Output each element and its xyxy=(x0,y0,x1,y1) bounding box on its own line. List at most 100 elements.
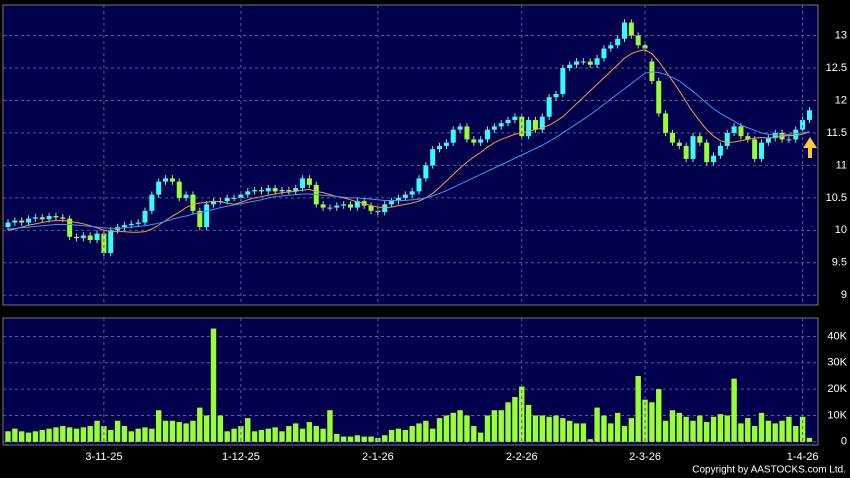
candle-body xyxy=(498,123,504,127)
volume-bar xyxy=(471,426,477,442)
y-tick-label: 13 xyxy=(835,29,847,41)
candle-body xyxy=(587,61,593,65)
volume-bar xyxy=(395,428,402,442)
candle-body xyxy=(464,126,470,140)
candle-body xyxy=(382,204,388,213)
volume-bar xyxy=(265,428,271,442)
volume-bar xyxy=(635,375,641,442)
candle-body xyxy=(491,126,497,130)
volume-bar xyxy=(340,436,347,442)
volume-panel xyxy=(2,317,819,446)
volume-bar xyxy=(279,431,285,442)
volume-bar xyxy=(662,420,669,442)
candle-body xyxy=(87,235,93,241)
volume-bar xyxy=(614,412,621,442)
volume-bar xyxy=(491,410,498,442)
y-tick-label: 10 xyxy=(835,224,847,236)
candle-body xyxy=(293,188,299,192)
volume-bar xyxy=(162,420,169,442)
candle-body xyxy=(163,178,169,182)
candle-body xyxy=(731,126,737,133)
candle-body xyxy=(786,139,792,141)
volume-bar xyxy=(786,416,792,442)
volume-bar xyxy=(621,426,628,442)
y-tick-label: 40K xyxy=(827,330,847,342)
volume-bar xyxy=(347,436,354,442)
volume-bar xyxy=(361,436,367,442)
candle-body xyxy=(272,188,278,192)
volume-bar xyxy=(286,426,292,442)
volume-bar xyxy=(601,415,607,442)
volume-bar xyxy=(656,389,662,442)
candle-body xyxy=(327,207,333,209)
volume-bar xyxy=(731,378,737,442)
candle-body xyxy=(197,210,203,228)
volume-bar xyxy=(443,415,450,442)
candle-body xyxy=(574,61,580,65)
candle-body xyxy=(580,61,586,63)
volume-bar xyxy=(190,420,196,442)
candle-body xyxy=(252,190,258,192)
candle-body xyxy=(39,217,45,220)
candle-body xyxy=(334,205,340,208)
candle-body xyxy=(526,119,532,137)
volume-bar xyxy=(354,435,361,442)
volume-bar xyxy=(210,328,217,442)
volume-bar xyxy=(32,431,39,442)
candle-body xyxy=(389,201,395,205)
x-tick-label: 2-1-26 xyxy=(362,451,394,463)
candle-body xyxy=(800,119,806,130)
y-tick-label: 10K xyxy=(827,409,847,421)
volume-bar xyxy=(560,418,566,442)
candle-body xyxy=(53,216,59,218)
candle-body xyxy=(224,197,230,202)
candle-body xyxy=(300,178,306,189)
candle-body xyxy=(108,230,114,254)
volume-bar xyxy=(710,416,717,442)
volume-bar xyxy=(765,420,772,442)
volume-bar xyxy=(799,416,806,442)
volume-bar xyxy=(87,426,93,442)
candle-body xyxy=(704,142,710,163)
candle-body xyxy=(204,204,210,228)
candle-body xyxy=(156,181,162,195)
volume-bar xyxy=(567,420,573,442)
volume-bar xyxy=(334,433,340,442)
candle-body xyxy=(423,165,429,179)
candle-body xyxy=(135,222,141,224)
candle-body xyxy=(560,67,566,94)
candle-body xyxy=(724,132,730,146)
candle-body xyxy=(149,194,155,211)
volume-bar xyxy=(169,420,176,442)
candle-body xyxy=(26,218,32,223)
volume-bar xyxy=(525,404,532,442)
candle-body xyxy=(676,142,682,146)
candle-body xyxy=(717,145,723,156)
volume-bar xyxy=(580,423,587,442)
x-tick-label: 3-11-25 xyxy=(85,451,122,463)
candle-body xyxy=(306,178,312,185)
candle-body xyxy=(409,191,415,195)
candle-body xyxy=(690,136,696,159)
y-tick-label: 12 xyxy=(835,94,847,106)
candle-body xyxy=(443,142,449,146)
volume-bar xyxy=(457,410,463,442)
volume-bar xyxy=(772,423,778,442)
candle-body xyxy=(683,145,689,159)
volume-bar xyxy=(628,418,635,442)
candle-body xyxy=(211,201,216,205)
volume-bar xyxy=(416,423,422,442)
volume-bar xyxy=(697,415,703,442)
volume-bar xyxy=(477,432,484,442)
candle-body xyxy=(67,218,73,237)
volume-bar xyxy=(183,423,189,442)
volume-bar xyxy=(649,402,655,442)
candle-body xyxy=(354,201,360,208)
x-tick-label: 1-4-26 xyxy=(787,451,819,463)
candle-body xyxy=(341,204,347,206)
candle-body xyxy=(19,220,25,223)
candle-body xyxy=(635,35,641,46)
candle-body xyxy=(80,235,86,239)
candle-body xyxy=(286,190,292,192)
volume-bar xyxy=(690,420,696,442)
